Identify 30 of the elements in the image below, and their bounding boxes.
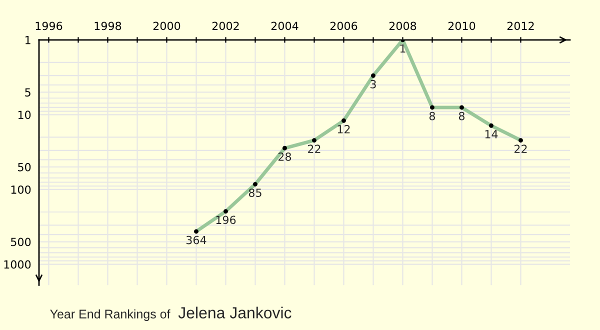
- y-tick-label: 500: [11, 238, 31, 246]
- data-label: 8: [429, 112, 436, 120]
- data-label: 22: [308, 144, 320, 153]
- x-tick-label: 1996: [36, 22, 62, 30]
- y-tick-label: 1: [26, 36, 30, 44]
- data-label: 85: [248, 188, 262, 197]
- x-tick-label: 2002: [212, 22, 239, 30]
- data-label: 364: [186, 236, 206, 244]
- data-label: 1: [400, 44, 406, 53]
- y-tick-label: 50: [18, 162, 31, 172]
- x-tick-label: 2012: [507, 22, 534, 30]
- x-tick-label: 2008: [389, 22, 416, 30]
- data-label: 28: [278, 152, 292, 161]
- data-label: 3: [370, 80, 376, 88]
- data-label: 196: [216, 216, 236, 224]
- data-label: 12: [338, 124, 350, 134]
- data-label: 8: [458, 112, 465, 120]
- y-tick-label: 5: [25, 88, 30, 97]
- x-tick-label: 2010: [448, 22, 476, 30]
- x-tick-label: 2004: [271, 22, 298, 30]
- text: Year End Rankings of: [50, 309, 170, 321]
- x-tick-label: 2000: [153, 22, 180, 30]
- data-label: 14: [485, 130, 498, 138]
- y-tick-label: 10: [18, 110, 31, 120]
- data-label: 22: [514, 144, 527, 153]
- text: Jelena Jankovic: [178, 306, 292, 318]
- y-tick-label: 1000: [4, 260, 31, 269]
- y-tick-label: 100: [11, 185, 31, 194]
- x-tick-label: 2006: [330, 22, 358, 30]
- x-tick-label: 1998: [94, 22, 122, 30]
